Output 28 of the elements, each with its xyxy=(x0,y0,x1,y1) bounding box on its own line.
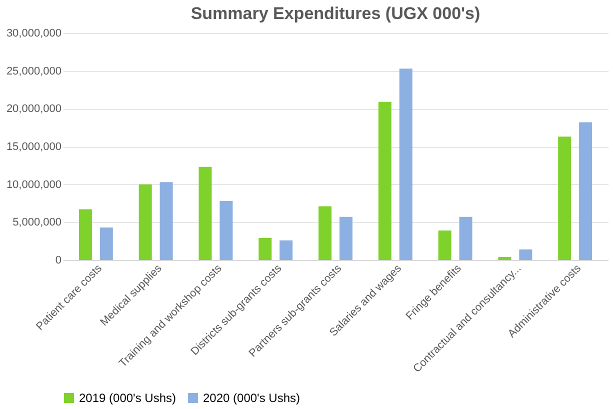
y-tick-label: 15,000,000 xyxy=(6,141,62,153)
bar xyxy=(519,249,532,260)
bar xyxy=(258,238,272,260)
bar xyxy=(438,230,452,260)
bar xyxy=(198,166,212,260)
legend-label: 2019 (000's Ushs) xyxy=(79,391,176,405)
chart-title: Summary Expenditures (UGX 000's) xyxy=(190,4,480,23)
bar xyxy=(138,184,152,260)
bar xyxy=(459,216,472,260)
bar xyxy=(100,227,113,260)
bar xyxy=(280,240,293,260)
y-tick-label: 10,000,000 xyxy=(6,178,62,191)
y-tick-label: 30,000,000 xyxy=(6,28,62,40)
y-tick-label: 5,000,000 xyxy=(12,216,62,229)
bar xyxy=(399,68,412,260)
y-tick-label: 20,000,000 xyxy=(6,103,62,116)
bar xyxy=(318,206,332,260)
bar xyxy=(378,102,392,260)
legend-label: 2020 (000's Ushs) xyxy=(203,391,300,405)
bar xyxy=(220,200,233,260)
bar xyxy=(558,136,572,260)
bar xyxy=(160,182,173,260)
y-tick-label: 0 xyxy=(55,254,62,266)
bar xyxy=(579,122,592,260)
bar xyxy=(498,256,512,260)
bar xyxy=(339,216,352,260)
y-tick-label: 25,000,000 xyxy=(6,65,62,78)
bar xyxy=(78,209,92,260)
